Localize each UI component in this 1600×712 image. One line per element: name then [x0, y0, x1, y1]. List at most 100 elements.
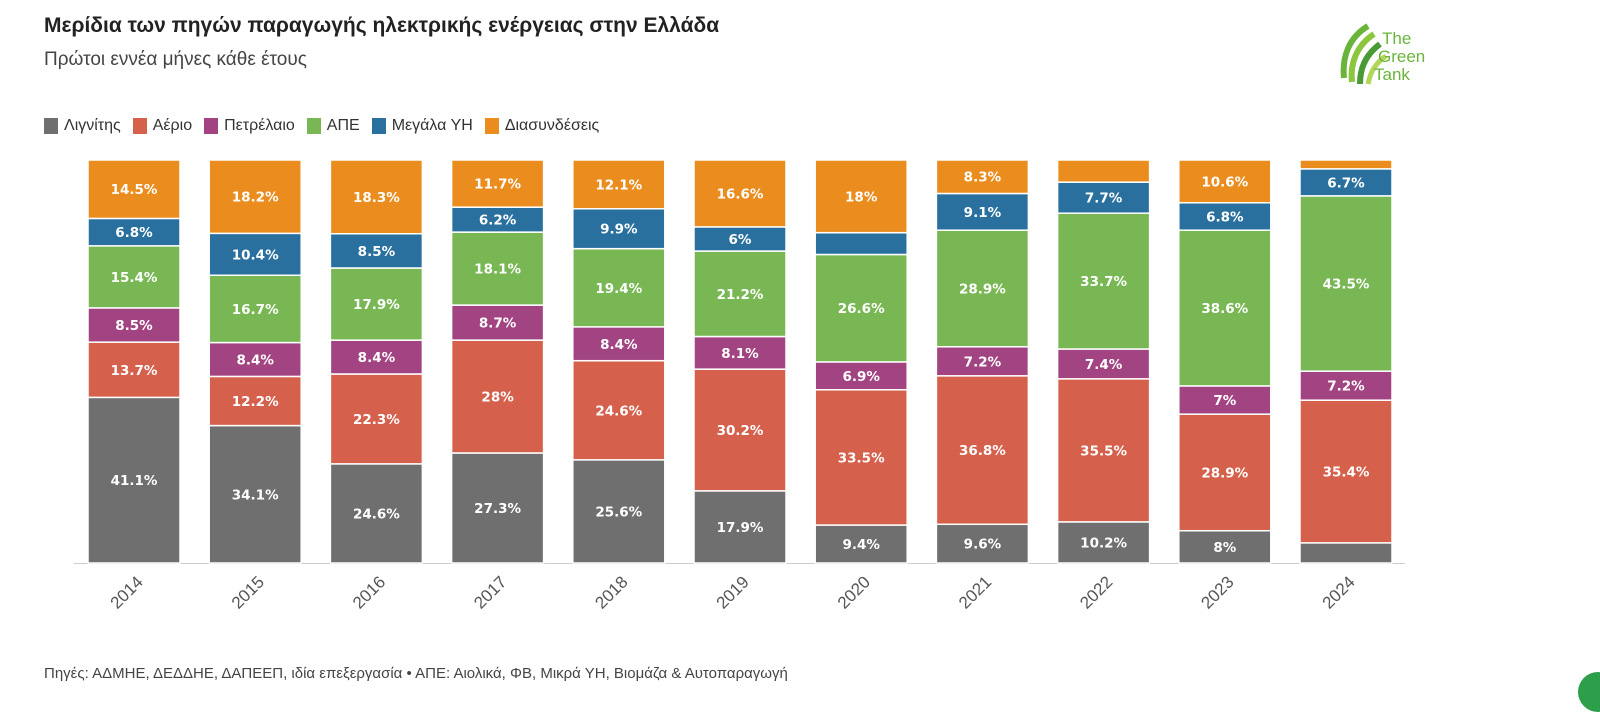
bar-segment-hydro-2014[interactable] — [87, 217, 181, 247]
legend-swatch — [204, 118, 219, 134]
bar-segment-oil-2023[interactable] — [1178, 385, 1272, 415]
bar-segment-oil-2015[interactable] — [208, 341, 302, 378]
bar-segment-lignite-2018[interactable] — [572, 459, 666, 564]
data-label: 24.6% — [595, 403, 642, 419]
bar-segment-interconnections-2024[interactable] — [1299, 159, 1393, 170]
green-tank-logo: The Green Tank — [1340, 18, 1450, 90]
bar-segment-interconnections-2023[interactable] — [1178, 159, 1272, 204]
x-tick-label: 2024 — [1319, 572, 1359, 612]
bar-segment-interconnections-2021[interactable] — [935, 159, 1030, 195]
legend-swatch — [484, 118, 499, 134]
data-label: 8.5% — [115, 318, 153, 334]
bar-segment-interconnections-2019[interactable] — [693, 159, 787, 228]
data-label: 10.4% — [232, 247, 279, 263]
data-label: 17.9% — [353, 297, 400, 313]
bar-segment-hydro-2015[interactable] — [208, 232, 302, 277]
legend-item-hydro[interactable]: Μεγάλα ΥΗ — [371, 117, 473, 135]
legend-swatch — [306, 118, 321, 134]
bar-segment-oil-2024[interactable] — [1299, 370, 1393, 401]
bar-segment-lignite-2019[interactable] — [693, 490, 787, 564]
bar-segment-res-2014[interactable] — [87, 245, 181, 309]
legend-item-gas[interactable]: Αέριο — [132, 117, 193, 135]
data-label: 8.3% — [964, 170, 1002, 186]
bar-segment-gas-2024[interactable] — [1299, 399, 1393, 544]
x-tick-label: 2019 — [713, 572, 753, 612]
bar-segment-oil-2018[interactable] — [572, 326, 666, 362]
bar-segment-oil-2022[interactable] — [1056, 348, 1151, 380]
bar-segment-res-2020[interactable] — [814, 253, 908, 363]
bar-segment-res-2018[interactable] — [572, 247, 666, 328]
data-label: 33.7% — [1080, 274, 1127, 290]
bar-segment-gas-2023[interactable] — [1178, 413, 1272, 532]
legend-label: Αέριο — [152, 117, 193, 134]
data-label: 19.4% — [595, 281, 642, 297]
x-tick-label: 2017 — [470, 572, 510, 612]
bar-segment-oil-2020[interactable] — [814, 361, 908, 391]
bar-segment-lignite-2020[interactable] — [814, 524, 908, 564]
data-label: 17.9% — [717, 520, 764, 536]
data-label: 8.4% — [600, 337, 638, 353]
bar-segment-lignite-2016[interactable] — [329, 463, 424, 564]
bar-segment-gas-2015[interactable] — [208, 375, 302, 427]
bar-segment-hydro-2022[interactable] — [1056, 181, 1151, 214]
data-label: 34.1% — [232, 487, 279, 503]
bar-segment-gas-2018[interactable] — [572, 359, 666, 461]
legend-item-interconnections[interactable]: Διασυνδέσεις — [484, 117, 599, 135]
bar-segment-res-2021[interactable] — [935, 229, 1030, 348]
bar-segment-lignite-2024[interactable] — [1299, 542, 1393, 564]
bar-segment-interconnections-2020[interactable] — [814, 159, 908, 234]
legend-swatch — [371, 118, 386, 134]
bar-segment-oil-2016[interactable] — [329, 339, 424, 375]
data-label: 21.2% — [717, 287, 764, 303]
bar-segment-res-2017[interactable] — [450, 231, 545, 306]
data-label: 18.2% — [232, 190, 279, 206]
data-label: 26.6% — [838, 301, 885, 317]
logo-text-green: Green — [1378, 47, 1426, 66]
bar-segment-hydro-2021[interactable] — [935, 192, 1030, 231]
bar-segment-interconnections-2014[interactable] — [87, 159, 181, 220]
bar-segment-gas-2021[interactable] — [935, 375, 1030, 526]
bar-segment-lignite-2014[interactable] — [87, 396, 181, 564]
legend-label: ΑΠΕ — [326, 117, 360, 134]
bar-segment-interconnections-2017[interactable] — [450, 159, 545, 208]
chart-subtitle: Πρώτοι εννέα μήνες κάθε έτους — [44, 49, 307, 70]
bar-segment-lignite-2023[interactable] — [1178, 529, 1272, 564]
x-tick-label: 2020 — [834, 572, 874, 612]
data-label: 28.9% — [1201, 465, 1248, 481]
data-label: 30.2% — [717, 423, 764, 439]
data-label: 12.1% — [595, 177, 642, 193]
bar-segment-res-2023[interactable] — [1178, 229, 1272, 387]
bar-segment-interconnections-2016[interactable] — [329, 159, 424, 235]
data-label: 7.2% — [964, 354, 1002, 370]
bar-segment-interconnections-2018[interactable] — [572, 159, 666, 210]
data-label: 6.7% — [1327, 175, 1365, 191]
bar-segment-hydro-2024[interactable] — [1299, 168, 1393, 197]
bar-segment-lignite-2017[interactable] — [450, 452, 545, 564]
data-label: 6.8% — [115, 225, 153, 241]
bar-segment-hydro-2016[interactable] — [329, 232, 424, 269]
data-label: 25.6% — [595, 504, 642, 520]
data-label: 8.7% — [479, 316, 517, 332]
bar-segment-oil-2017[interactable] — [450, 304, 545, 341]
data-label: 43.5% — [1323, 277, 1370, 293]
bar-segment-hydro-2020[interactable] — [814, 231, 908, 256]
data-label: 6.8% — [1206, 209, 1244, 225]
legend-item-res[interactable]: ΑΠΕ — [306, 117, 360, 135]
bar-segment-res-2024[interactable] — [1299, 195, 1393, 372]
chart-legend: Λιγνίτης Αέριο Πετρέλαιο ΑΠΕ Μεγάλα ΥΗ Διασυν… — [44, 116, 611, 136]
legend-label: Πετρέλαιο — [224, 117, 295, 134]
data-label: 7% — [1213, 393, 1236, 409]
bar-segment-oil-2019[interactable] — [693, 335, 787, 370]
bar-segment-gas-2022[interactable] — [1056, 378, 1151, 523]
bar-segment-res-2015[interactable] — [208, 274, 302, 344]
data-label: 11.7% — [474, 177, 521, 193]
floating-action-button[interactable] — [1578, 672, 1600, 712]
data-label: 10.2% — [1080, 535, 1127, 551]
bar-segment-gas-2014[interactable] — [87, 341, 181, 399]
bar-segment-interconnections-2022[interactable] — [1056, 159, 1151, 183]
bar-segment-interconnections-2015[interactable] — [208, 159, 302, 235]
legend-item-lignite[interactable]: Λιγνίτης — [44, 117, 121, 135]
bar-segment-lignite-2015[interactable] — [208, 424, 302, 564]
bar-segment-gas-2019[interactable] — [693, 368, 787, 492]
legend-item-oil[interactable]: Πετρέλαιο — [204, 117, 295, 135]
